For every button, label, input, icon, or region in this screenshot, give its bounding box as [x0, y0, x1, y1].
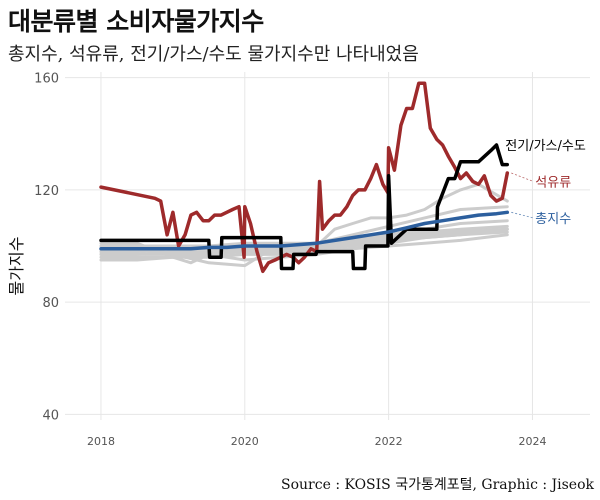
- series-end-label: 석유류: [535, 175, 571, 190]
- series-end-label: 총지수: [535, 212, 571, 227]
- y-tick-label: 120: [34, 184, 59, 199]
- series-line: [99, 143, 510, 271]
- x-tick-label: 2020: [231, 435, 259, 448]
- chart-subtitle: 총지수, 석유류, 전기/가스/수도 물가지수만 나타내었음: [8, 44, 419, 65]
- label-leader: [511, 211, 534, 219]
- series-line: [99, 81, 510, 274]
- y-tick-label: 160: [34, 72, 59, 87]
- series-line: [99, 210, 510, 251]
- y-tick-labels: 40 80 120 160: [34, 72, 59, 424]
- highlighted-series-lines: [99, 81, 510, 274]
- x-tick-label: 2024: [518, 435, 546, 448]
- y-tick-label: 40: [42, 408, 59, 423]
- other-series-line: [99, 182, 509, 254]
- chart-title: 대분류별 소비자물가지수: [8, 7, 264, 36]
- x-tick-labels: 2018 2020 2022 2024: [87, 435, 547, 448]
- y-axis-label: 물가지수: [7, 237, 26, 296]
- y-tick-label: 80: [42, 296, 59, 311]
- x-tick-label: 2022: [375, 435, 403, 448]
- label-leader: [511, 172, 534, 182]
- x-tick-label: 2018: [87, 435, 115, 448]
- series-end-label: 전기/가스/수도: [505, 139, 586, 154]
- source-caption: Source : KOSIS 국가통계포털, Graphic : Jiseok: [281, 477, 594, 493]
